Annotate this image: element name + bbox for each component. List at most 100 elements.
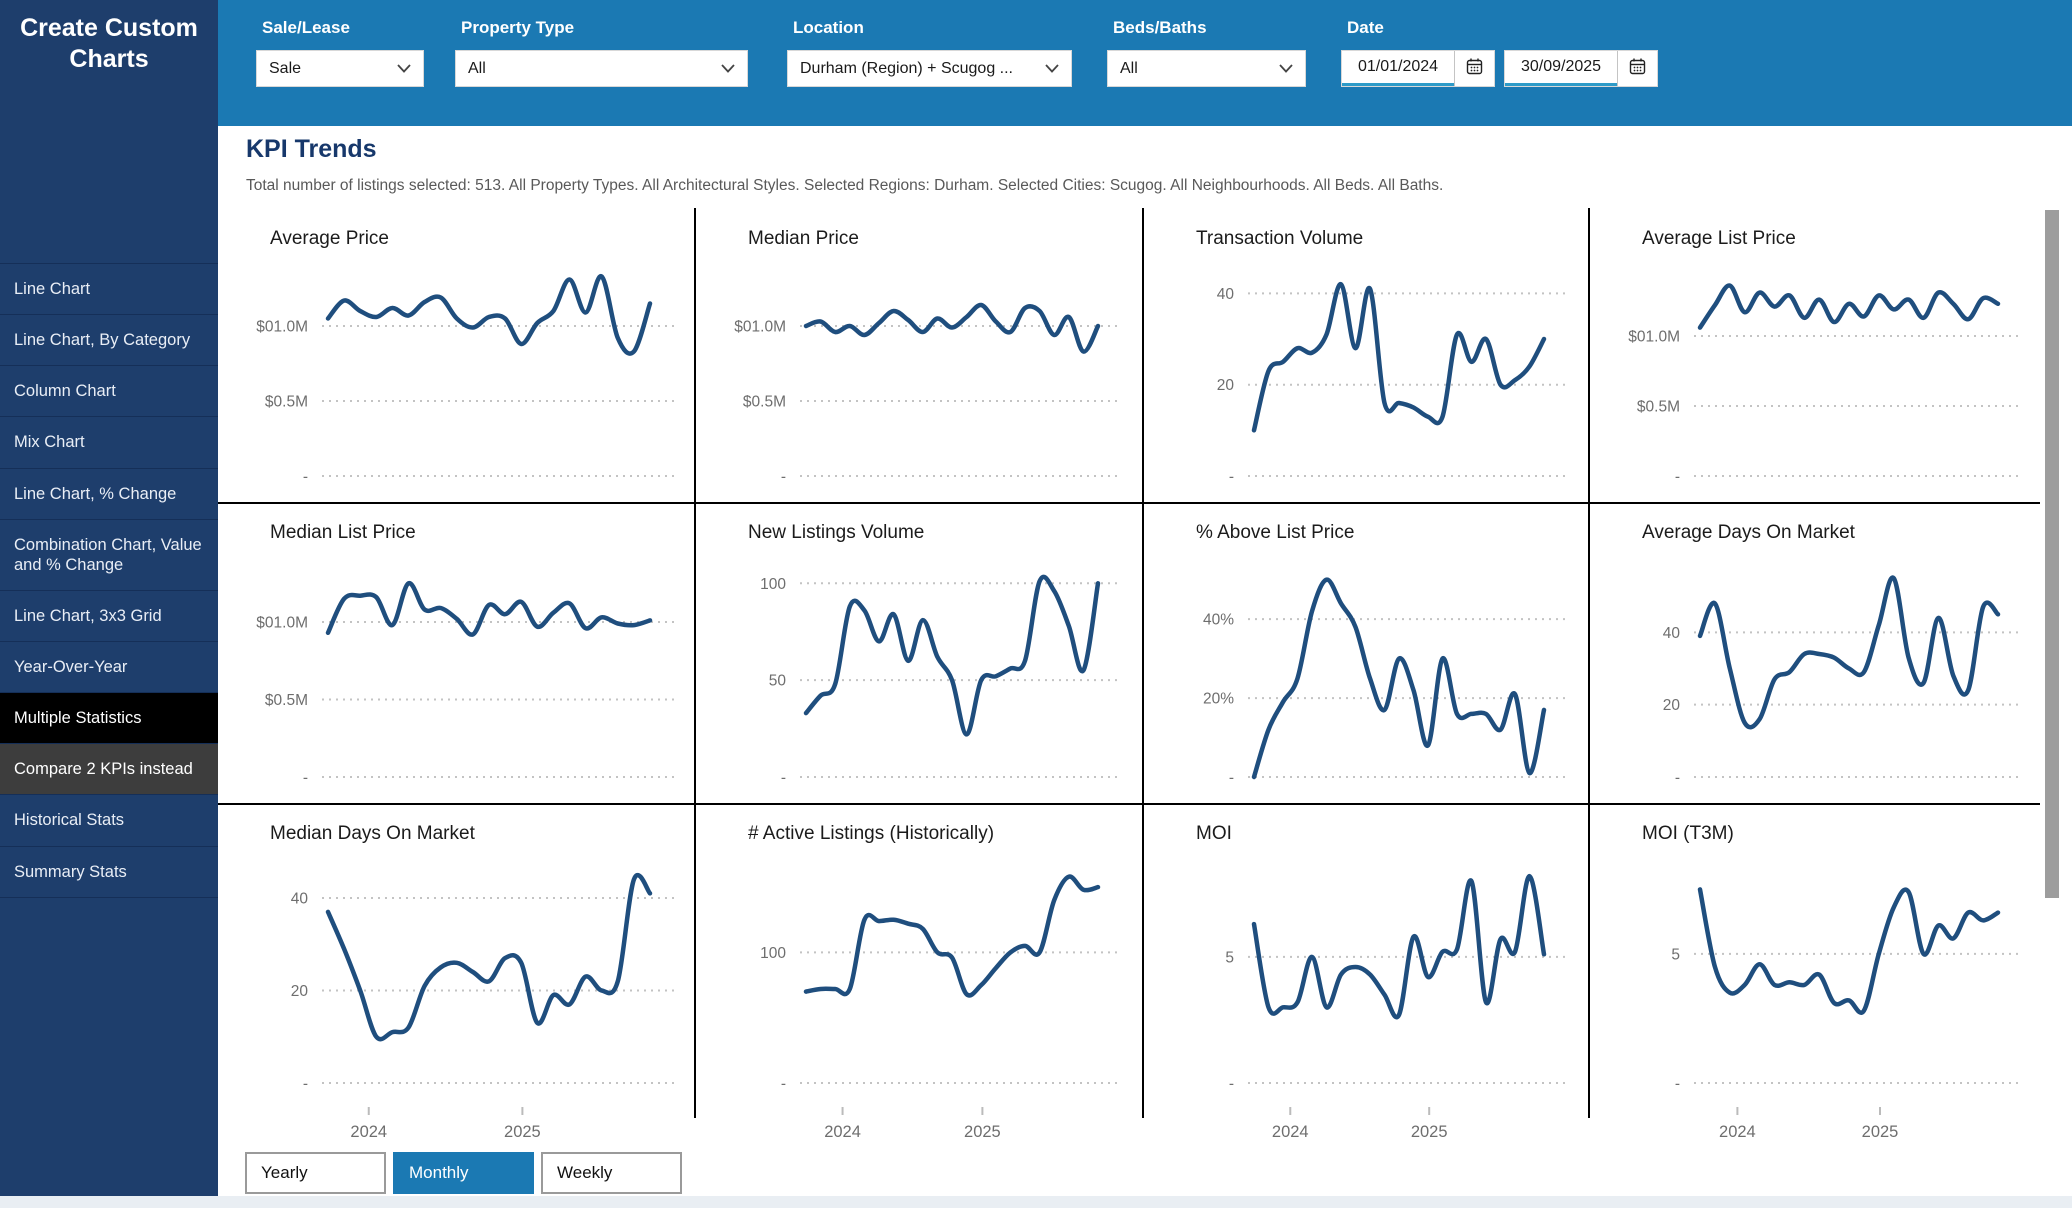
x-tick-label: 2024 <box>1719 1123 1756 1141</box>
beds-baths-value: All <box>1120 59 1138 77</box>
sidebar-item-year-over-year[interactable]: Year-Over-Year <box>0 641 218 693</box>
date-to-input[interactable]: 30/09/2025 <box>1505 51 1617 86</box>
y-tick-label: - <box>303 1076 308 1093</box>
sidebar-item-mix-chart[interactable]: Mix Chart <box>0 416 218 468</box>
y-tick-label: 40 <box>291 891 309 908</box>
filter-property-type: Property Type All <box>455 18 748 87</box>
x-tick-label: 2024 <box>824 1123 861 1141</box>
sidebar-item-multiple-statistics[interactable]: Multiple Statistics <box>0 692 218 744</box>
sidebar-item-line-chart-pct-change[interactable]: Line Chart, % Change <box>0 467 218 519</box>
y-tick-label: 20 <box>1663 697 1681 714</box>
property-type-value: All <box>468 59 486 77</box>
x-tick-label: 2024 <box>350 1123 387 1141</box>
sale-lease-select[interactable]: Sale <box>256 50 424 87</box>
vertical-scrollbar[interactable] <box>2045 210 2059 898</box>
chart-cell-average-price: Average Price $01.0M $0.5M - <box>218 208 692 502</box>
y-tick-label: - <box>303 770 308 787</box>
sale-lease-label: Sale/Lease <box>262 18 350 37</box>
chart-title: Median Days On Market <box>270 823 475 844</box>
period-monthly-button[interactable]: Monthly <box>393 1152 534 1194</box>
y-tick-label: 100 <box>760 945 786 962</box>
y-tick-label: 5 <box>1225 949 1234 966</box>
grid-divider-vertical <box>694 208 696 1118</box>
chart-cell-median-list-price: Median List Price $01.0M $0.5M - <box>218 502 692 803</box>
period-toggle-group: Yearly Monthly Weekly <box>245 1152 682 1194</box>
filter-beds-baths: Beds/Baths All <box>1107 18 1306 87</box>
y-tick-label: - <box>781 770 786 787</box>
y-tick-label: $0.5M <box>1637 399 1680 416</box>
line-series <box>803 302 1101 354</box>
footer-strip <box>0 1196 2072 1208</box>
calendar-icon <box>1465 57 1484 81</box>
chart-transaction-volume: 40 20 - <box>1217 282 1568 486</box>
line-series <box>325 581 653 637</box>
app-title: Create Custom Charts <box>20 14 198 74</box>
line-series <box>1697 283 2001 330</box>
sidebar-item-combination-chart-value-and-pct-change[interactable]: Combination Chart, Value and % Change <box>0 518 218 590</box>
sidebar-item-historical-stats[interactable]: Historical Stats <box>0 794 218 846</box>
chart-title: # Active Listings (Historically) <box>748 823 995 844</box>
sidebar: Create Custom Charts Line Chart Line Char… <box>0 0 218 1196</box>
line-series <box>1251 873 1547 1020</box>
sidebar-item-column-chart[interactable]: Column Chart <box>0 365 218 417</box>
location-label: Location <box>793 18 864 37</box>
chart-title: New Listings Volume <box>748 522 925 543</box>
chart-moi-t3m: 5 - 2024 2025 <box>1671 887 2022 1141</box>
chart-average-days-on-market: 40 20 - <box>1663 575 2022 787</box>
y-tick-label: - <box>1229 1076 1234 1093</box>
x-tick-label: 2025 <box>504 1123 541 1141</box>
date-label: Date <box>1347 18 1384 37</box>
y-tick-label: $01.0M <box>734 319 786 336</box>
date-to-calendar-button[interactable] <box>1617 51 1657 86</box>
period-yearly-button[interactable]: Yearly <box>245 1152 386 1194</box>
y-tick-label: $01.0M <box>256 615 308 632</box>
sidebar-item-line-chart-by-category[interactable]: Line Chart, By Category <box>0 314 218 366</box>
date-from-input[interactable]: 01/01/2024 <box>1342 51 1454 86</box>
chart-pct-above-list-price: 40% 20% - <box>1203 577 1568 787</box>
filter-location: Location Durham (Region) + Scugog ... <box>787 18 1072 87</box>
y-tick-label: - <box>1229 770 1234 787</box>
date-from-calendar-button[interactable] <box>1454 51 1494 86</box>
line-series <box>325 872 653 1042</box>
sidebar-item-summary-stats[interactable]: Summary Stats <box>0 845 218 898</box>
chart-median-days-on-market: 40 20 - 2024 2025 <box>291 872 674 1141</box>
chart-cell-moi-t3m: MOI (T3M) 5 - 2024 2025 <box>1590 803 2040 1155</box>
y-tick-label: $01.0M <box>256 319 308 336</box>
sidebar-item-line-chart-3x3-grid[interactable]: Line Chart, 3x3 Grid <box>0 589 218 641</box>
chart-new-listings-volume: 100 50 - <box>760 574 1122 787</box>
chart-cell-new-listings-volume: New Listings Volume 100 50 - <box>696 502 1140 803</box>
page-title: KPI Trends <box>246 135 377 163</box>
line-series <box>1251 577 1547 780</box>
chevron-down-icon <box>721 64 735 73</box>
chevron-down-icon <box>1045 64 1059 73</box>
chart-cell-pct-above-list-price: % Above List Price 40% 20% - <box>1144 502 1586 803</box>
chart-title: Average Days On Market <box>1642 522 1855 543</box>
line-series <box>1251 282 1547 433</box>
location-select[interactable]: Durham (Region) + Scugog ... <box>787 50 1072 87</box>
chart-cell-median-price: Median Price $01.0M $0.5M - <box>696 208 1140 502</box>
filter-date: Date 01/01/2024 30/09/2025 <box>1341 18 1658 87</box>
chart-cell-active-listings-historically: # Active Listings (Historically) 100 - 2024… <box>696 803 1140 1155</box>
y-tick-label: - <box>303 469 308 486</box>
line-series <box>803 574 1101 737</box>
sidebar-item-line-chart[interactable]: Line Chart <box>0 263 218 315</box>
x-tick-label: 2025 <box>1862 1123 1899 1141</box>
chart-moi: 5 - 2024 2025 <box>1225 873 1568 1141</box>
chart-title: Median List Price <box>270 522 416 543</box>
y-tick-label: - <box>1675 770 1680 787</box>
chart-cell-average-list-price: Average List Price $01.0M $0.5M - <box>1590 208 2040 502</box>
y-tick-label: 50 <box>769 673 787 690</box>
line-series <box>1697 575 2001 730</box>
chart-title: Median Price <box>748 228 859 249</box>
chart-median-price: $01.0M $0.5M - <box>734 302 1122 486</box>
chart-cell-average-days-on-market: Average Days On Market 40 20 - <box>1590 502 2040 803</box>
sidebar-item-compare-2-kpis-instead[interactable]: Compare 2 KPIs instead <box>0 743 218 795</box>
date-to: 30/09/2025 <box>1504 50 1658 87</box>
y-tick-label: - <box>1675 1076 1680 1093</box>
x-tick-label: 2025 <box>1411 1123 1448 1141</box>
chart-title: Transaction Volume <box>1196 228 1364 249</box>
period-weekly-button[interactable]: Weekly <box>541 1152 682 1194</box>
property-type-select[interactable]: All <box>455 50 748 87</box>
chart-active-listings-historically: 100 - 2024 2025 <box>760 874 1122 1141</box>
beds-baths-select[interactable]: All <box>1107 50 1306 87</box>
